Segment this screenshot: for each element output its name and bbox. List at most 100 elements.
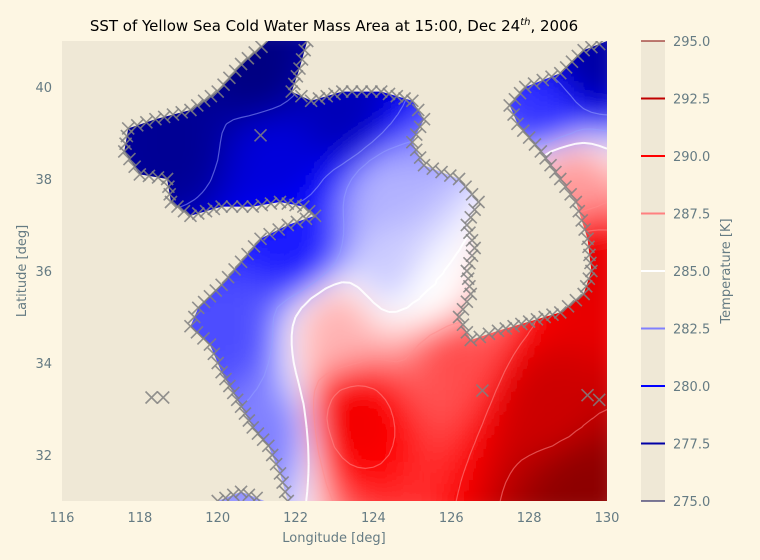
field-cell	[305, 282, 316, 295]
field-cell	[295, 190, 307, 203]
field-cell	[276, 87, 287, 100]
field-cell	[266, 271, 278, 284]
coast-marker	[215, 200, 229, 214]
field-cell	[43, 432, 54, 445]
field-cell	[52, 53, 63, 66]
coast-marker	[426, 162, 440, 176]
field-cell	[363, 317, 375, 330]
field-cell	[43, 64, 54, 77]
field-cell	[402, 386, 414, 399]
field-cell	[285, 225, 297, 238]
field-cell	[519, 41, 531, 42]
field-cell	[412, 271, 424, 284]
field-cell	[607, 202, 608, 215]
field-cell	[392, 167, 404, 180]
field-cell	[43, 409, 54, 422]
coast-marker	[130, 118, 144, 132]
field-cell	[363, 98, 375, 111]
field-cell	[441, 294, 453, 307]
field-cell	[617, 122, 628, 135]
field-cell	[617, 30, 628, 43]
field-cell	[256, 363, 268, 376]
field-cell	[490, 466, 501, 479]
field-cell	[607, 248, 608, 261]
field-cell	[43, 214, 54, 227]
field-cell	[577, 121, 589, 134]
field-cell	[315, 133, 326, 146]
coast-marker	[276, 476, 290, 490]
field-cell	[52, 225, 63, 238]
field-cell	[373, 110, 385, 123]
field-cell	[412, 156, 424, 169]
coast-marker	[499, 321, 513, 336]
field-cell	[607, 75, 608, 88]
field-cell	[305, 409, 316, 422]
field-cell	[461, 466, 472, 479]
field-cell	[363, 236, 375, 249]
field-cell	[412, 248, 424, 261]
field-cell	[344, 386, 355, 399]
field-cell	[130, 133, 141, 146]
field-cell	[577, 144, 589, 157]
field-cell	[587, 98, 599, 111]
field-cell	[617, 110, 628, 123]
field-cell	[431, 190, 443, 203]
field-cell	[499, 386, 511, 399]
field-cell	[597, 167, 608, 180]
field-cell	[548, 397, 560, 410]
field-cell	[373, 271, 385, 284]
field-cell	[548, 121, 560, 134]
field-cell	[412, 351, 424, 364]
field-cell	[149, 121, 161, 134]
field-cell	[266, 87, 278, 100]
field-cell	[568, 374, 579, 387]
field-cell	[529, 420, 540, 433]
field-cell	[558, 110, 569, 123]
field-cell	[285, 52, 297, 65]
field-cell	[480, 351, 492, 364]
field-cell	[617, 225, 628, 238]
field-cell	[617, 133, 628, 146]
field-cell	[43, 145, 54, 158]
coast-marker	[221, 270, 235, 284]
field-cell	[324, 340, 336, 353]
field-cell	[607, 41, 608, 42]
field-cell	[82, 501, 93, 514]
field-cell	[392, 282, 404, 295]
coast-marker	[166, 108, 180, 122]
coast-marker	[580, 388, 595, 402]
field-cell	[529, 478, 540, 491]
field-cell	[266, 52, 278, 65]
field-cell	[548, 133, 560, 146]
field-cell	[529, 363, 540, 376]
field-cell	[422, 478, 433, 491]
field-cell	[519, 351, 531, 364]
field-cell	[577, 75, 589, 88]
field-cell	[548, 478, 560, 491]
field-cell	[597, 144, 608, 157]
coast-marker	[298, 43, 312, 57]
field-cell	[587, 110, 599, 123]
field-cell	[461, 236, 472, 249]
field-cell	[412, 478, 424, 491]
field-cell	[402, 420, 414, 433]
field-cell	[451, 202, 462, 215]
field-cell	[266, 167, 278, 180]
field-cell	[178, 133, 190, 146]
chart-title: SST of Yellow Sea Cold Water Mass Area a…	[90, 17, 578, 35]
field-cell	[276, 271, 287, 284]
field-cell	[538, 420, 550, 433]
x-tick-label: 120	[205, 511, 230, 526]
field-cell	[499, 328, 511, 341]
field-cell	[315, 409, 326, 422]
field-cell	[178, 167, 190, 180]
field-cell	[315, 294, 326, 307]
field-cell	[558, 466, 569, 479]
field-cell	[383, 248, 394, 261]
field-cell	[315, 420, 326, 433]
y-axis-label: Latitude [deg]	[15, 225, 30, 317]
field-cell	[373, 248, 385, 261]
field-cell	[305, 271, 316, 284]
field-cell	[43, 110, 54, 123]
field-cell	[198, 144, 209, 157]
